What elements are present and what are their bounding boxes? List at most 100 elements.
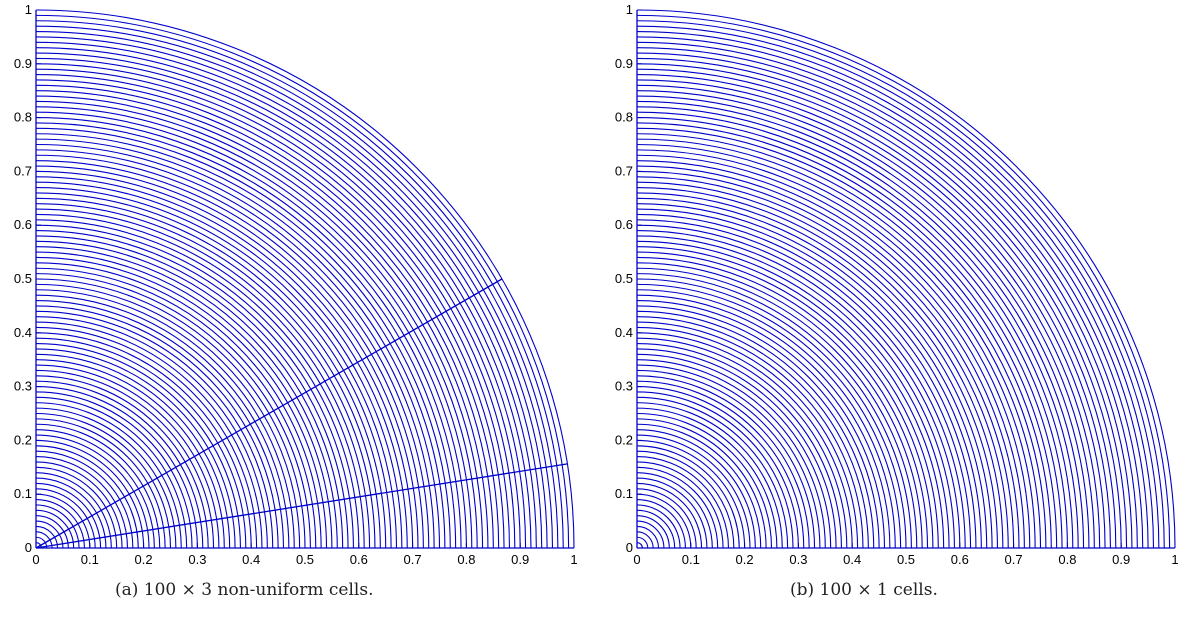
mesh-arc xyxy=(35,41,543,549)
y-tick-label: 0.9 xyxy=(615,56,633,71)
mesh-arc xyxy=(35,36,548,549)
x-tick-label: 1 xyxy=(1171,552,1178,567)
x-tick-label: 0 xyxy=(633,552,640,567)
mesh-arc xyxy=(636,332,853,549)
mesh-arc xyxy=(35,278,306,549)
mesh-arc xyxy=(636,305,880,549)
y-tick-label: 0 xyxy=(25,540,32,555)
mesh-arc xyxy=(636,364,821,549)
mesh-arc xyxy=(35,192,392,549)
mesh-arc xyxy=(636,106,1079,549)
x-tick-label: 0.2 xyxy=(736,552,754,567)
mesh-arc xyxy=(35,14,570,549)
mesh-arc xyxy=(636,380,805,549)
mesh-arc xyxy=(636,423,762,549)
mesh-arc xyxy=(636,149,1036,549)
x-tick-label: 0.2 xyxy=(135,552,153,567)
mesh-arc xyxy=(636,375,810,549)
mesh-arc xyxy=(35,466,118,549)
y-tick-label: 0.4 xyxy=(615,325,633,340)
mesh-arc xyxy=(636,165,1020,549)
mesh-ray xyxy=(35,278,503,549)
mesh-arc xyxy=(636,520,665,549)
mesh-arc xyxy=(35,219,365,549)
mesh-arc xyxy=(636,445,740,549)
y-tick-label: 0.1 xyxy=(615,486,633,501)
mesh-arc xyxy=(636,348,837,549)
mesh-arc xyxy=(35,418,166,549)
mesh-arc xyxy=(636,74,1111,549)
mesh-arc xyxy=(35,111,473,549)
mesh-arc xyxy=(35,353,231,549)
mesh-arc xyxy=(636,117,1068,549)
x-tick-label: 0.8 xyxy=(457,552,475,567)
mesh-arc xyxy=(35,423,161,549)
mesh-arc xyxy=(35,391,193,549)
mesh-arc xyxy=(35,122,462,549)
mesh-ray xyxy=(35,463,568,549)
mesh-arc xyxy=(35,326,258,549)
mesh-arc xyxy=(636,488,697,549)
mesh-arc xyxy=(35,359,225,549)
mesh-arc xyxy=(35,170,414,549)
y-tick-label: 0 xyxy=(626,540,633,555)
mesh-arc xyxy=(35,504,80,549)
mesh-arc xyxy=(636,278,907,549)
mesh-arc xyxy=(636,509,676,549)
mesh-arc xyxy=(636,353,832,549)
mesh-arc xyxy=(35,386,198,549)
mesh-arc xyxy=(35,375,209,549)
mesh-arc xyxy=(636,230,955,549)
mesh-arc xyxy=(35,256,328,549)
mesh-arc xyxy=(636,283,902,549)
mesh-arc xyxy=(35,176,408,549)
y-tick-label: 0.4 xyxy=(14,325,32,340)
mesh-arc xyxy=(35,434,150,549)
x-tick-label: 0.7 xyxy=(1005,552,1023,567)
x-tick-label: 0.8 xyxy=(1058,552,1076,567)
mesh-arc xyxy=(35,230,354,549)
x-tick-label: 0.5 xyxy=(897,552,915,567)
x-tick-label: 0.1 xyxy=(682,552,700,567)
mesh-arc xyxy=(636,418,767,549)
mesh-arc xyxy=(35,267,317,549)
caption-a: (a) 100 × 3 non-uniform cells. xyxy=(115,580,374,600)
mesh-arc xyxy=(35,332,252,549)
mesh-arc xyxy=(35,364,220,549)
x-tick-label: 0.9 xyxy=(1112,552,1130,567)
x-tick-label: 0.7 xyxy=(404,552,422,567)
x-tick-label: 0.6 xyxy=(350,552,368,567)
mesh-arc xyxy=(35,63,521,549)
mesh-panel-b: 0 0.1 0.2 0.3 0.4 0.5 0.6 0.7 0.8 0.9 1 0 0.1 0.2 0.3 0… xyxy=(601,0,1202,617)
x-tick-label: 0.3 xyxy=(789,552,807,567)
mesh-arc xyxy=(636,536,649,549)
mesh-arc xyxy=(35,47,537,549)
y-tick-label: 0.7 xyxy=(615,163,633,178)
mesh-arc xyxy=(636,127,1058,549)
mesh-arc xyxy=(636,79,1106,549)
y-tick-label: 0.3 xyxy=(14,379,32,394)
mesh-arc xyxy=(636,273,912,549)
mesh-arc xyxy=(35,482,102,549)
mesh-arc xyxy=(636,402,783,549)
mesh-arc xyxy=(35,477,107,549)
mesh-arc xyxy=(636,461,724,549)
mesh-arc xyxy=(636,111,1074,549)
mesh-arc xyxy=(35,106,478,549)
mesh-arc xyxy=(35,396,188,549)
mesh-arc xyxy=(35,450,134,549)
mesh-arc xyxy=(636,25,1160,549)
mesh-arc xyxy=(636,251,934,549)
mesh-arc xyxy=(35,149,435,549)
mesh-arc xyxy=(35,246,338,549)
y-tick-label: 0.8 xyxy=(615,110,633,125)
mesh-arc xyxy=(35,294,290,549)
mesh-arc xyxy=(636,84,1101,549)
mesh-arc xyxy=(636,267,918,549)
mesh-arc xyxy=(636,386,799,549)
mesh-arc xyxy=(636,20,1165,549)
x-tick-label: 0.3 xyxy=(188,552,206,567)
mesh-arc xyxy=(35,79,505,549)
mesh-arc xyxy=(636,122,1063,549)
mesh-arc xyxy=(35,203,381,549)
